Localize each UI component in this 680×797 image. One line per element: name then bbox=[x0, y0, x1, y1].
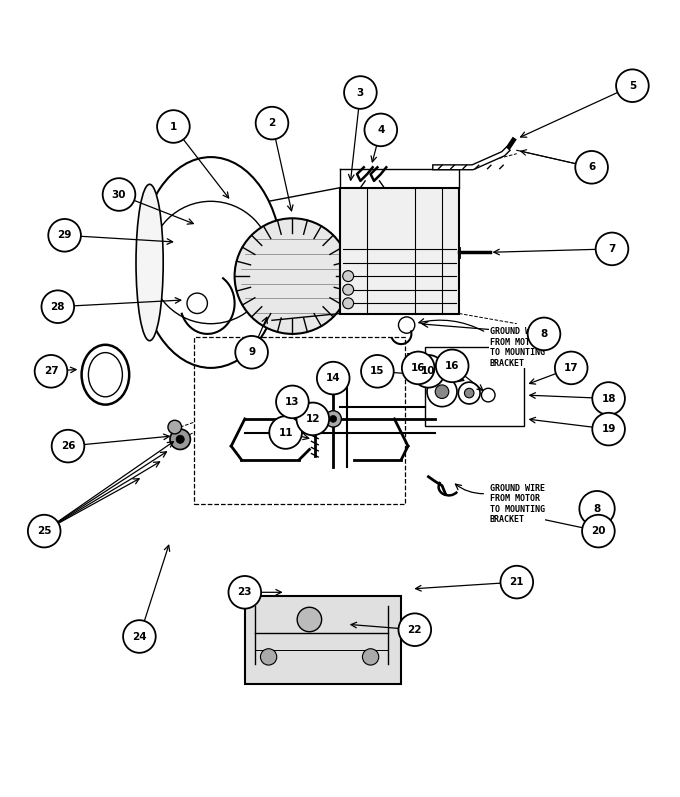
Text: 16: 16 bbox=[445, 361, 460, 371]
Circle shape bbox=[582, 515, 615, 548]
Circle shape bbox=[269, 416, 302, 449]
Circle shape bbox=[500, 566, 533, 599]
Circle shape bbox=[52, 430, 84, 462]
Text: 27: 27 bbox=[44, 367, 58, 376]
Circle shape bbox=[464, 388, 474, 398]
Circle shape bbox=[592, 413, 625, 446]
Circle shape bbox=[103, 179, 135, 211]
Text: 30: 30 bbox=[112, 190, 126, 199]
Circle shape bbox=[361, 355, 394, 387]
Text: 2: 2 bbox=[269, 118, 275, 128]
Circle shape bbox=[317, 362, 350, 395]
Bar bbox=[245, 595, 401, 684]
Circle shape bbox=[260, 649, 277, 665]
Circle shape bbox=[412, 355, 445, 387]
Text: 4: 4 bbox=[377, 125, 384, 135]
Text: 19: 19 bbox=[601, 424, 616, 434]
Circle shape bbox=[157, 110, 190, 143]
Text: 23: 23 bbox=[237, 587, 252, 597]
Circle shape bbox=[41, 290, 74, 323]
Circle shape bbox=[35, 355, 67, 387]
Text: 28: 28 bbox=[50, 302, 65, 312]
Text: GROUND WIRE
FROM MOTOR
TO MOUNTING
BRACKET: GROUND WIRE FROM MOTOR TO MOUNTING BRACK… bbox=[490, 484, 545, 524]
Text: 8: 8 bbox=[594, 504, 600, 513]
Circle shape bbox=[362, 649, 379, 665]
Text: 8: 8 bbox=[541, 329, 547, 339]
Circle shape bbox=[123, 620, 156, 653]
Bar bbox=[340, 188, 459, 313]
Circle shape bbox=[343, 298, 354, 308]
Text: 7: 7 bbox=[609, 244, 615, 254]
Text: 12: 12 bbox=[305, 414, 320, 424]
Circle shape bbox=[176, 435, 184, 443]
Text: 25: 25 bbox=[37, 526, 52, 536]
Circle shape bbox=[256, 107, 288, 139]
Circle shape bbox=[575, 151, 608, 183]
Circle shape bbox=[579, 491, 615, 526]
Circle shape bbox=[436, 350, 469, 383]
Text: 29: 29 bbox=[57, 230, 72, 241]
Circle shape bbox=[187, 293, 207, 313]
Circle shape bbox=[344, 77, 377, 109]
Text: 22: 22 bbox=[407, 625, 422, 634]
Text: 15: 15 bbox=[370, 367, 385, 376]
Text: 26: 26 bbox=[61, 441, 75, 451]
Text: 24: 24 bbox=[132, 631, 147, 642]
Text: 11: 11 bbox=[278, 427, 293, 438]
Circle shape bbox=[364, 114, 397, 146]
Circle shape bbox=[435, 385, 449, 398]
Text: 10: 10 bbox=[421, 367, 436, 376]
Circle shape bbox=[616, 69, 649, 102]
Circle shape bbox=[325, 410, 341, 427]
Circle shape bbox=[555, 351, 588, 384]
Text: 3: 3 bbox=[357, 88, 364, 97]
Circle shape bbox=[427, 377, 457, 406]
Text: 16: 16 bbox=[411, 363, 426, 373]
Text: 1: 1 bbox=[170, 121, 177, 132]
Circle shape bbox=[596, 233, 628, 265]
Text: 14: 14 bbox=[326, 373, 341, 383]
Circle shape bbox=[276, 386, 309, 418]
Text: 6: 6 bbox=[588, 163, 595, 172]
Circle shape bbox=[235, 218, 350, 334]
Circle shape bbox=[528, 317, 560, 350]
Circle shape bbox=[330, 415, 337, 422]
Circle shape bbox=[48, 219, 81, 252]
Bar bbox=[425, 347, 524, 426]
Text: 21: 21 bbox=[509, 577, 524, 587]
Ellipse shape bbox=[136, 184, 163, 340]
Circle shape bbox=[398, 317, 415, 333]
Text: GROUND WIRE
FROM MOTOR
TO MOUNTING
BRACKET: GROUND WIRE FROM MOTOR TO MOUNTING BRACK… bbox=[490, 328, 545, 367]
Text: 9: 9 bbox=[248, 347, 255, 357]
Circle shape bbox=[170, 429, 190, 450]
Text: 13: 13 bbox=[285, 397, 300, 407]
Circle shape bbox=[402, 351, 435, 384]
Circle shape bbox=[481, 388, 495, 402]
Circle shape bbox=[228, 576, 261, 609]
Text: 18: 18 bbox=[601, 394, 616, 403]
Circle shape bbox=[296, 402, 329, 435]
Text: 5: 5 bbox=[629, 80, 636, 91]
Circle shape bbox=[343, 271, 354, 281]
Circle shape bbox=[28, 515, 61, 548]
Circle shape bbox=[235, 336, 268, 368]
Bar bbox=[194, 337, 405, 504]
Circle shape bbox=[458, 383, 480, 404]
Circle shape bbox=[168, 420, 182, 434]
Text: 20: 20 bbox=[591, 526, 606, 536]
Circle shape bbox=[297, 607, 322, 632]
Circle shape bbox=[398, 614, 431, 646]
Circle shape bbox=[343, 285, 354, 295]
Text: 17: 17 bbox=[564, 363, 579, 373]
Circle shape bbox=[592, 383, 625, 414]
